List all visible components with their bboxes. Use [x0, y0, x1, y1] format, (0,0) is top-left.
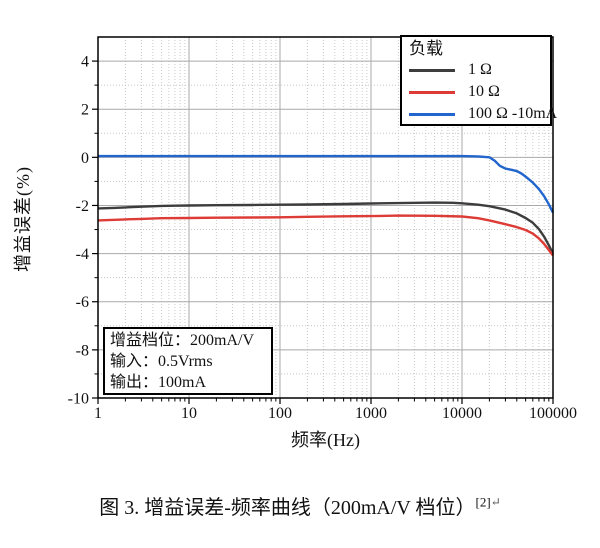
- svg-text:100000: 100000: [529, 405, 577, 422]
- citation-reference: [2]: [475, 494, 491, 510]
- condition-gain-range: 增益档位：200mA/V: [110, 332, 255, 349]
- series-curve-2: [98, 154, 555, 214]
- svg-text:-4: -4: [76, 246, 89, 263]
- svg-text:1000: 1000: [355, 405, 387, 422]
- plot-area: 1 10 100 1000 10000 100000 4 2 0 -2 -4 -6 -8 -10: [68, 36, 577, 422]
- plot-border: [97, 36, 554, 399]
- legend-label: 100 Ω -10mA: [468, 105, 558, 122]
- condition-input: 输入：0.5Vrms: [110, 353, 213, 370]
- svg-text:10000: 10000: [442, 405, 482, 422]
- series-curve-0: [97, 201, 555, 255]
- figure-caption: 图 3. 增益误差-频率曲线（200mA/V 档位）[2]↵: [0, 491, 600, 520]
- legend-item-10ohm: 10 Ω: [409, 81, 544, 103]
- x-axis-label: 频率(Hz): [291, 430, 360, 450]
- legend-label: 1 Ω: [468, 61, 492, 78]
- svg-text:1: 1: [94, 405, 102, 422]
- series-lines: [97, 154, 555, 257]
- svg-text:-10: -10: [68, 391, 89, 408]
- tick-labels: 1 10 100 1000 10000 100000 4 2 0 -2 -4 -6 -8 -10: [68, 54, 577, 422]
- legend-label: 10 Ω: [468, 83, 500, 100]
- svg-text:-2: -2: [76, 198, 89, 215]
- svg-text:4: 4: [81, 54, 89, 71]
- series-curve-1: [97, 214, 554, 257]
- svg-text:-8: -8: [76, 342, 89, 359]
- svg-text:-6: -6: [76, 294, 89, 311]
- y-axis-label: 增益误差(%): [13, 166, 33, 272]
- paragraph-return-mark: ↵: [490, 495, 501, 510]
- series-line-swatch-black: [409, 68, 455, 72]
- svg-text:10: 10: [181, 405, 197, 422]
- legend-title: 负载: [409, 39, 443, 58]
- figure-caption-text: 图 3. 增益误差-频率曲线（200mA/V 档位）: [99, 497, 476, 519]
- svg-text:2: 2: [81, 102, 89, 119]
- series-line-swatch-blue: [409, 112, 455, 116]
- legend-item-100ohm-10ma: 100 Ω -10mA: [409, 103, 557, 125]
- svg-text:100: 100: [268, 405, 292, 422]
- condition-output: 输出：100mA: [110, 374, 207, 391]
- svg-text:0: 0: [81, 150, 89, 167]
- conditions-box: 增益档位：200mA/V 输入：0.5Vrms 输出：100mA: [103, 327, 273, 395]
- legend-item-1ohm: 1 Ω: [409, 59, 544, 81]
- series-line-swatch-red: [409, 90, 455, 94]
- legend: 负载 1 Ω 10 Ω 100 Ω -10mA: [400, 35, 557, 126]
